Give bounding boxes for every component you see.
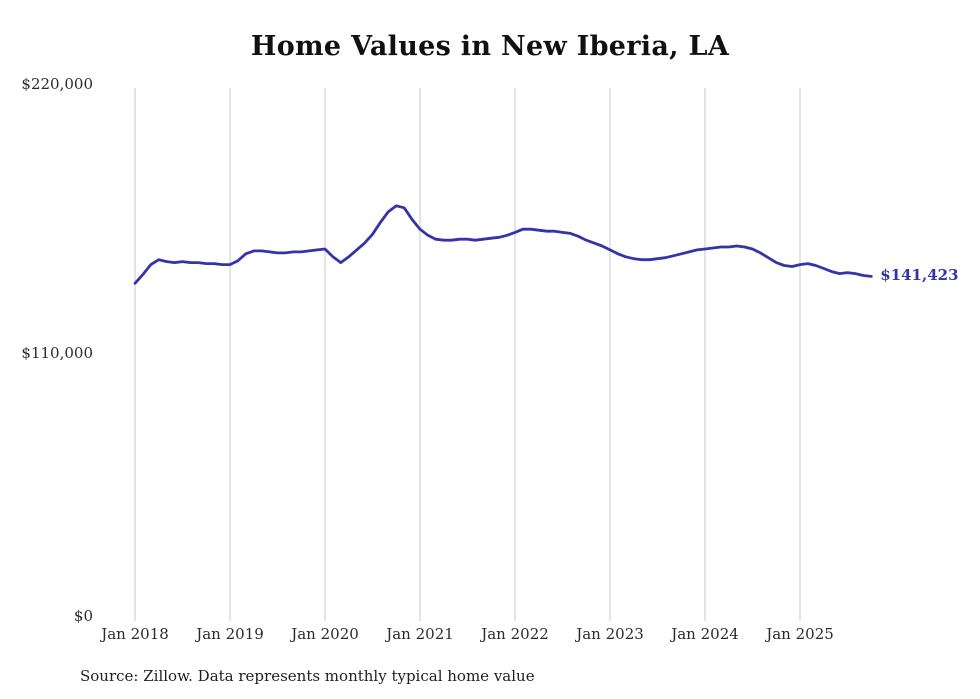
x-axis-tick-label: Jan 2018: [101, 625, 169, 643]
x-axis-tick-label: Jan 2023: [576, 625, 644, 643]
series-end-value-label: $141,423: [880, 266, 959, 285]
x-axis-tick-label: Jan 2025: [766, 625, 834, 643]
x-axis-tick-label: Jan 2019: [196, 625, 264, 643]
source-note: Source: Zillow. Data represents monthly …: [80, 667, 535, 685]
home-value-series-line: [133, 204, 873, 285]
y-axis-tick-label: $0: [73, 607, 93, 625]
x-axis-tick-label: Jan 2022: [481, 625, 549, 643]
y-axis-tick-label: $220,000: [21, 75, 93, 93]
x-axis-tick-label: Jan 2021: [386, 625, 454, 643]
chart-title: Home Values in New Iberia, LA: [250, 31, 730, 62]
x-axis-tick-label: Jan 2020: [291, 625, 359, 643]
x-axis-tick-label: Jan 2024: [671, 625, 739, 643]
y-axis-tick-label: $110,000: [21, 344, 93, 362]
